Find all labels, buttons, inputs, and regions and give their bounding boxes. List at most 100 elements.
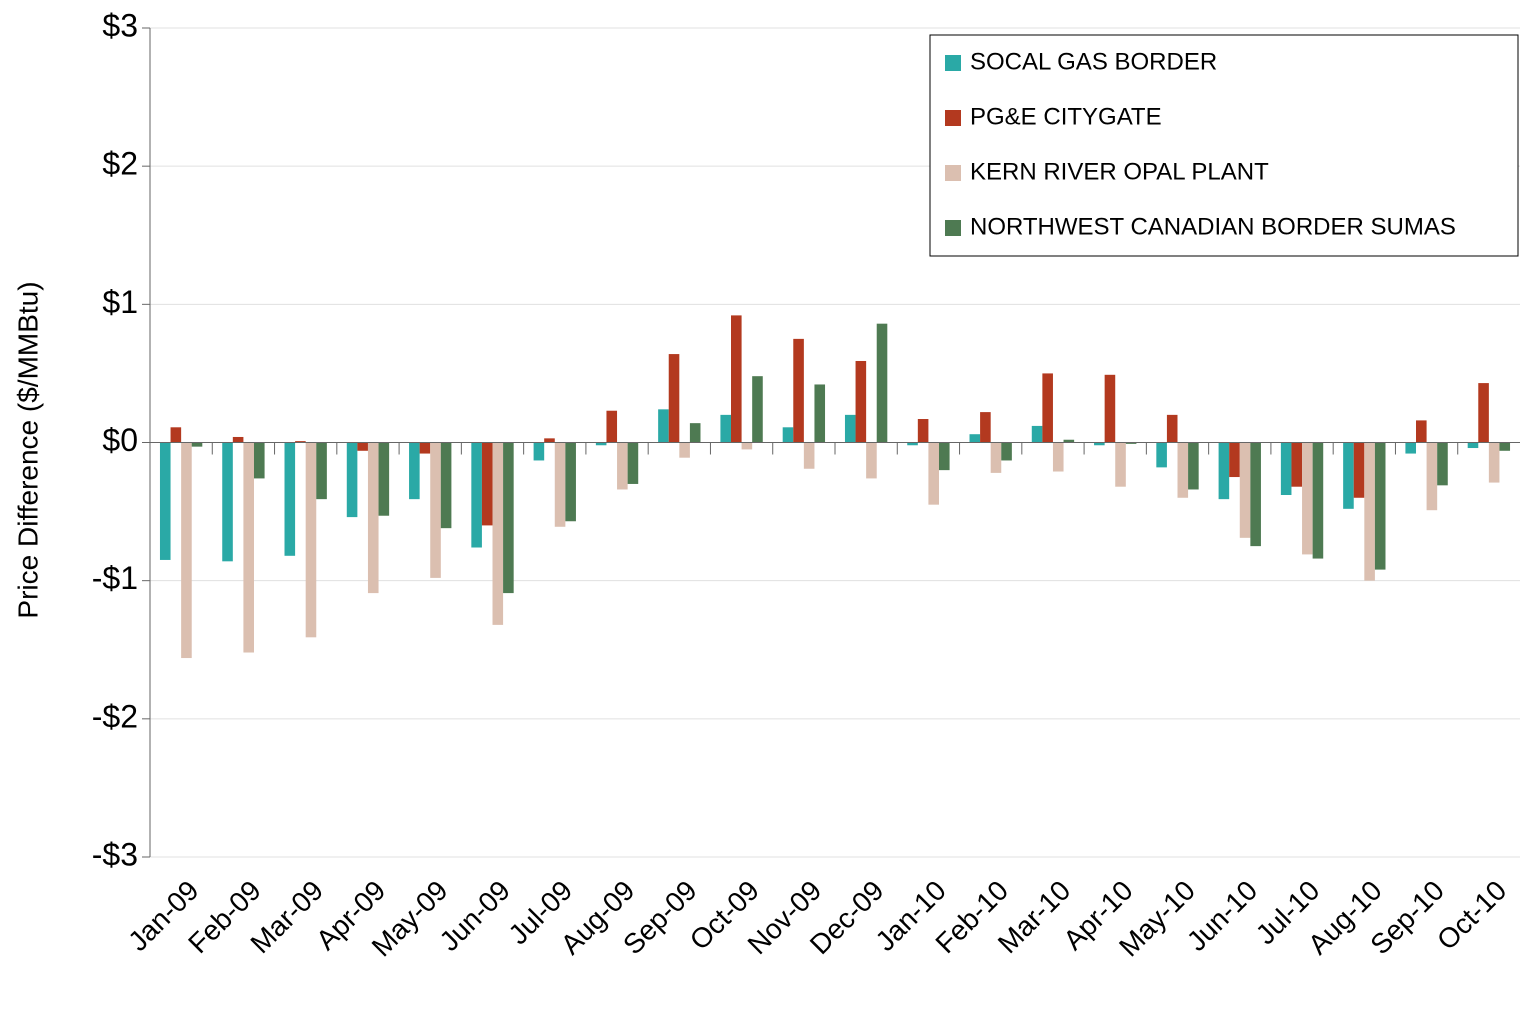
bar [1156, 442, 1167, 468]
bar [595, 442, 607, 446]
bar [980, 412, 991, 443]
y-axis-label: Price Difference ($/MMBtu) [12, 281, 43, 618]
bar [938, 442, 950, 471]
bar [554, 442, 566, 527]
bar [1364, 442, 1375, 581]
bar [243, 442, 254, 653]
bar [1437, 442, 1448, 486]
bar [1031, 425, 1043, 443]
bar [295, 441, 306, 443]
bar [1488, 442, 1500, 483]
bar [409, 442, 420, 500]
bar [969, 434, 981, 443]
legend-label: PG&E CITYGATE [970, 103, 1162, 130]
bar [668, 354, 680, 443]
bar [1229, 442, 1240, 478]
bar [627, 442, 639, 484]
bar [1218, 442, 1230, 500]
bar [1302, 442, 1313, 555]
bar [1001, 442, 1012, 461]
bar [1353, 442, 1365, 498]
bar [170, 427, 182, 443]
bar [1467, 442, 1479, 449]
bar [793, 338, 804, 443]
legend-swatch [945, 220, 961, 236]
bar [367, 442, 379, 594]
y-tick-label: -$1 [92, 560, 138, 596]
bar [440, 442, 452, 529]
bar [844, 414, 856, 443]
bar [503, 442, 514, 594]
bar [419, 442, 431, 454]
x-tick-label: Jun-09 [434, 875, 516, 957]
bar [990, 442, 1002, 473]
bar [1405, 442, 1417, 454]
bar [430, 442, 441, 578]
bar [1052, 442, 1064, 472]
y-tick-label: -$3 [92, 836, 138, 872]
bar [782, 427, 794, 443]
bar [565, 442, 576, 522]
bar [803, 442, 815, 469]
y-tick-label: $3 [102, 7, 138, 43]
bar [752, 376, 763, 443]
bar [284, 442, 296, 556]
bar [814, 384, 826, 443]
bar [1239, 442, 1251, 538]
legend-label: KERN RIVER OPAL PLANT [970, 158, 1269, 185]
bar [876, 323, 888, 443]
bar [346, 442, 358, 518]
bar [741, 442, 753, 450]
bar [1280, 442, 1292, 496]
bar [731, 315, 742, 443]
bar [481, 442, 493, 526]
bar [1166, 414, 1178, 443]
bar [232, 436, 244, 443]
bar [181, 442, 192, 659]
bar [1343, 442, 1354, 509]
bar [1478, 383, 1489, 443]
bar [471, 442, 482, 548]
bar [1104, 374, 1116, 443]
legend-box [929, 34, 1519, 257]
bar [1312, 442, 1324, 559]
bar [159, 442, 171, 560]
bar [305, 442, 317, 638]
bar [855, 360, 867, 443]
x-tick-label: Oct-10 [1431, 875, 1512, 956]
legend-swatch [945, 110, 961, 126]
bar [533, 442, 545, 461]
bar [253, 442, 265, 479]
bar [928, 442, 939, 505]
bar [316, 442, 327, 500]
bar [492, 442, 504, 625]
bar [720, 414, 732, 443]
legend-swatch [945, 165, 961, 181]
bar [917, 419, 929, 443]
legend-swatch [945, 55, 961, 71]
bar [1188, 442, 1199, 490]
bar [1063, 439, 1075, 443]
x-tick-label: Jun-10 [1181, 875, 1263, 957]
legend-label: NORTHWEST CANADIAN BORDER SUMAS [970, 213, 1456, 240]
bar [1042, 373, 1053, 443]
bar [1177, 442, 1189, 498]
legend-label: SOCAL GAS BORDER [970, 48, 1217, 75]
bar [357, 442, 368, 451]
bar [191, 442, 203, 447]
y-tick-label: $1 [102, 284, 138, 320]
y-tick-label: $0 [102, 422, 138, 458]
bar [1115, 442, 1126, 487]
bar [544, 438, 555, 443]
bar [658, 409, 669, 443]
bar [1426, 442, 1438, 511]
bar [606, 410, 618, 443]
bar [378, 442, 390, 516]
bar [1250, 442, 1261, 547]
bar [222, 442, 233, 562]
y-tick-label: $2 [102, 146, 138, 182]
bar [1416, 420, 1427, 443]
bar [689, 423, 701, 443]
bar [679, 442, 690, 458]
